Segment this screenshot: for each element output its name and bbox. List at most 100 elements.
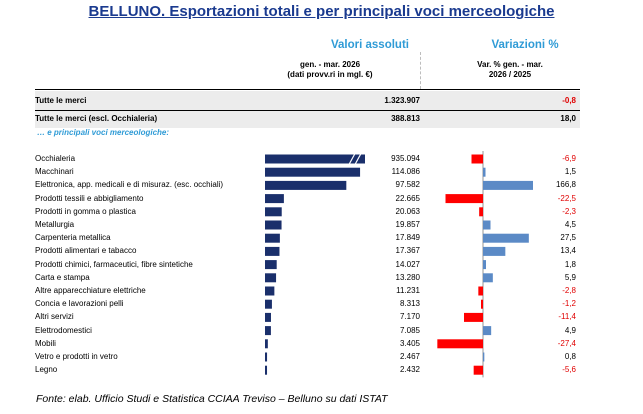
category-row: Occhialeria 935.094 -6,9: [35, 153, 580, 165]
variation-value-label: -27,4: [557, 338, 576, 348]
absolute-value-label: 22.665: [395, 193, 420, 203]
chart-title: BELLUNO. Esportazioni totali e per princ…: [88, 3, 555, 20]
category-label: Legno: [35, 365, 58, 375]
total-excl-label: Tutte le merci (escl. Occhialeria): [35, 114, 158, 123]
category-label: Carta e stampa: [35, 272, 90, 282]
variation-bar: [483, 326, 492, 336]
absolute-bar: [265, 312, 271, 322]
variation-value-label: -2,8: [562, 286, 576, 295]
totals-divider: [35, 110, 580, 111]
variation-bar: [483, 273, 493, 283]
variation-bar: [479, 207, 483, 217]
absolute-value-label: 935.094: [391, 154, 420, 163]
absolute-values-header: Valori assoluti: [331, 39, 409, 51]
total-excl-variation: 18,0: [560, 114, 576, 123]
category-label: Mobili: [35, 338, 56, 348]
absolute-value-label: 19.857: [395, 220, 420, 229]
category-row: Legno 2.432 -5,6: [35, 364, 580, 376]
variation-value-label: 4,5: [564, 220, 576, 229]
total-excl-value: 388.813: [391, 114, 420, 123]
category-label: Prodotti alimentari e tabacco: [35, 246, 137, 256]
category-row: Altri servizi 7.170 -11,4: [35, 311, 580, 323]
variation-bar: [483, 352, 485, 362]
total-value: 1.323.907: [384, 96, 420, 105]
absolute-value-label: 13.280: [395, 272, 420, 282]
variation-value-label: 13,4: [560, 246, 576, 256]
category-label: Altri servizi: [35, 312, 74, 322]
variation-value-label: -5,6: [562, 365, 576, 375]
absolute-value-label: 14.027: [395, 259, 420, 269]
variation-bar: [471, 154, 483, 164]
absolute-bar: [265, 246, 280, 256]
category-row: Vetro e prodotti in vetro 2.467 0,8: [35, 351, 580, 363]
category-row: Prodotti chimici, farmaceutici, fibre si…: [35, 259, 580, 271]
category-row: Carta e stampa 13.280 5,9: [35, 272, 580, 284]
absolute-bar: [265, 220, 282, 230]
variation-bar: [483, 220, 491, 230]
total-variation: -0,8: [562, 96, 576, 105]
header-separator: [420, 52, 421, 89]
category-label: Prodotti tessili e abbigliamento: [35, 193, 144, 203]
variation-bar: [483, 180, 533, 190]
total-excl-row: Tutte le merci (escl. Occhialeria) 388.8…: [35, 113, 580, 125]
variation-value-label: 1,8: [564, 259, 576, 269]
category-row: Metallurgia 19.857 4,5: [35, 219, 580, 231]
absolute-value-label: 114.086: [391, 167, 420, 177]
category-label: Macchinari: [35, 167, 74, 177]
variation-value-label: 1,5: [564, 167, 576, 177]
variation-bar: [481, 299, 483, 309]
absolute-value-label: 17.367: [395, 246, 420, 256]
absolute-value-label: 20.063: [395, 206, 420, 216]
absolute-bar: [265, 233, 280, 243]
absolute-bar: [265, 273, 277, 283]
section-label: … e principali voci merceologiche:: [37, 128, 170, 137]
absolute-bar: [265, 154, 365, 164]
absolute-value-label: 7.085: [399, 325, 420, 335]
category-row: Altre apparecchiature elettriche 11.231 -2…: [35, 285, 580, 297]
absolute-value-label: 2.467: [399, 352, 420, 361]
category-label: Elettrodomestici: [35, 325, 92, 335]
variation-period-label: Var. % gen. - mar. 2026 / 2025: [477, 60, 543, 79]
absolute-value-label: 7.170: [399, 312, 420, 322]
absolute-value-label: 2.432: [399, 365, 420, 375]
totals-block: [35, 91, 580, 128]
variation-value-label: 27,5: [560, 233, 576, 243]
variation-bar: [473, 365, 483, 375]
absolute-bar: [265, 352, 268, 362]
category-label: Altre apparecchiature elettriche: [35, 286, 146, 295]
variation-value-label: 0,8: [564, 352, 576, 361]
category-label: Vetro e prodotti in vetro: [35, 352, 118, 361]
source-footnote: Fonte: elab. Ufficio Studi e Statistica …: [36, 393, 388, 405]
absolute-period-label: gen. - mar. 2026 (dati provv.ri in mgl. …: [287, 60, 373, 79]
absolute-value-label: 17.849: [395, 233, 420, 243]
category-label: Prodotti chimici, farmaceutici, fibre si…: [35, 259, 193, 269]
header-rule: [35, 89, 580, 90]
variation-value-label: -2,3: [562, 206, 576, 216]
variation-value-label: -11,4: [558, 312, 576, 322]
absolute-bar: [265, 326, 271, 336]
absolute-bar: [265, 339, 268, 349]
absolute-bar: [265, 260, 277, 270]
variation-bar: [483, 260, 486, 270]
variation-value-label: -22,5: [557, 193, 576, 203]
total-label: Tutte le merci: [35, 96, 87, 105]
variation-value-label: 4,9: [564, 325, 576, 335]
axis-break-mark: [348, 153, 356, 165]
variation-bar: [437, 339, 483, 349]
absolute-value-label: 11.231: [396, 286, 420, 295]
variation-value-label: -1,2: [562, 299, 576, 309]
absolute-value-label: 8.313: [399, 299, 420, 309]
total-row: Tutte le merci 1.323.907 -0,8: [35, 95, 580, 107]
category-label: Concia e lavorazioni pelli: [35, 299, 124, 309]
variation-bar: [483, 167, 486, 177]
category-row: Concia e lavorazioni pelli 8.313 -1,2: [35, 298, 580, 310]
category-label: Elettronica, app. medicali e di misuraz.…: [35, 180, 224, 190]
absolute-bar: [265, 167, 361, 177]
axis-break-mark: [354, 153, 362, 165]
variation-bar: [483, 233, 529, 243]
category-label: Occhialeria: [35, 154, 76, 163]
variation-value-label: 5,9: [564, 272, 576, 282]
category-label: Prodotti in gomma o plastica: [35, 206, 136, 216]
absolute-bar: [265, 180, 347, 190]
